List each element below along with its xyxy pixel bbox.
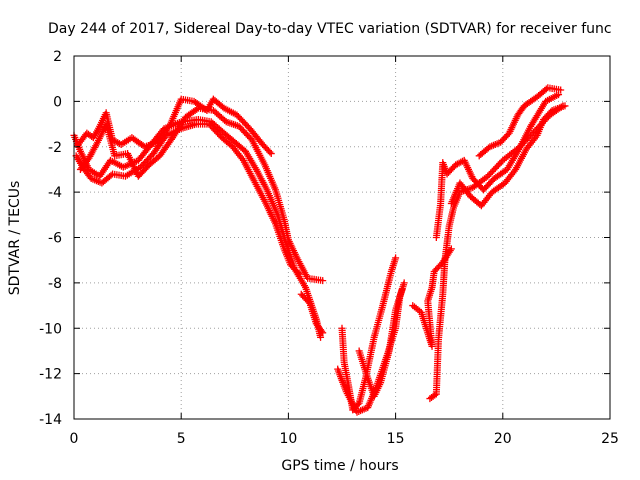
data-series (76, 104, 327, 285)
x-tick-label: 10 (279, 431, 297, 447)
data-point (319, 277, 327, 285)
data-series (297, 290, 327, 337)
data-series (426, 102, 567, 403)
data-series (475, 84, 565, 160)
data-series (432, 91, 563, 241)
data-point (494, 161, 502, 169)
y-axis-ticks: 2 0 -2 -4 -6 -8 -10 -12 -14 (39, 49, 610, 428)
y-axis-label: SDTVAR / TECUs (7, 181, 23, 296)
y-tick-label: -2 (48, 140, 62, 156)
y-tick-label: -8 (48, 276, 62, 292)
x-tick-label: 15 (387, 431, 405, 447)
data-point (488, 167, 496, 175)
chart-title: Day 244 of 2017, Sidereal Day-to-day VTE… (48, 21, 612, 37)
data-series (355, 286, 406, 400)
data-point (490, 166, 498, 174)
data-point (317, 333, 325, 341)
data-point (557, 86, 565, 94)
data-point (165, 122, 173, 130)
data-point (392, 254, 400, 262)
data-point (484, 172, 492, 180)
data-point (295, 270, 303, 278)
data-point (491, 164, 499, 172)
data-point (266, 148, 274, 156)
x-tick-label: 20 (494, 431, 512, 447)
data-point (267, 150, 275, 158)
data-point (496, 160, 504, 168)
x-tick-label: 0 (70, 431, 79, 447)
data-point (493, 163, 501, 171)
data-point (561, 102, 569, 110)
y-tick-label: -10 (39, 321, 62, 337)
y-tick-label: 2 (53, 49, 62, 65)
data-series (338, 254, 400, 414)
data-series (409, 245, 455, 350)
data-point (487, 169, 495, 177)
data-point (485, 171, 493, 179)
y-tick-label: 0 (53, 94, 62, 110)
data-point (447, 245, 455, 253)
x-tick-label: 25 (601, 431, 619, 447)
data-series (72, 120, 303, 278)
data-series (447, 102, 569, 210)
data-point (318, 327, 326, 335)
data-point (167, 135, 175, 143)
data-point (400, 279, 408, 287)
x-axis-label: GPS time / hours (281, 458, 398, 474)
x-axis-ticks: 0 5 10 15 20 25 (70, 56, 619, 447)
y-tick-label: -12 (39, 367, 62, 383)
x-tick-label: 5 (177, 431, 186, 447)
y-tick-label: -6 (48, 231, 62, 247)
data-points (70, 84, 569, 416)
data-point (304, 298, 312, 306)
y-tick-label: -14 (39, 412, 62, 428)
data-point (193, 105, 201, 113)
data-point (294, 268, 302, 276)
data-point (398, 286, 406, 294)
data-point (319, 329, 327, 337)
y-tick-label: -4 (48, 185, 62, 201)
